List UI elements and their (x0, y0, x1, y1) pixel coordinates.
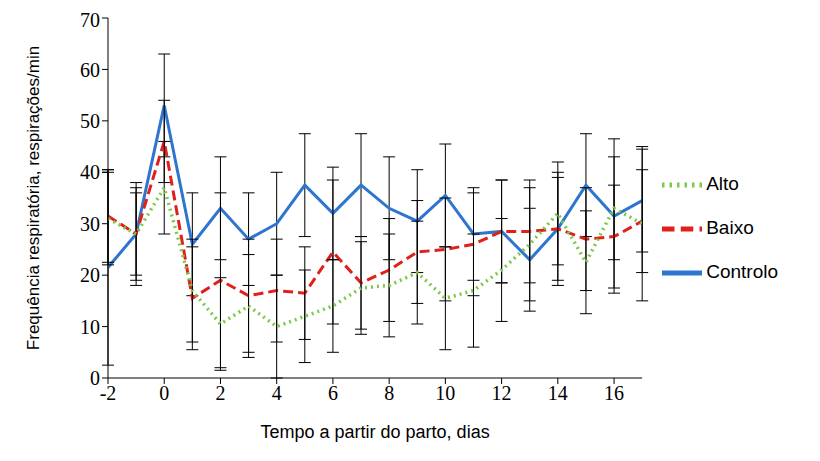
html-text:Controlo: Controlo (706, 261, 778, 282)
svg-text:2: 2 (215, 382, 225, 404)
svg-text:Frequência respiratória, respi: Frequência respiratória, respirações/min (24, 46, 43, 350)
svg-text:6: 6 (328, 382, 338, 404)
svg-text:4: 4 (272, 382, 282, 404)
svg-text:12: 12 (492, 382, 512, 404)
svg-text:16: 16 (604, 382, 624, 404)
svg-text:8: 8 (384, 382, 394, 404)
svg-text:0: 0 (90, 367, 100, 389)
svg-text:14: 14 (548, 382, 568, 404)
svg-text:10: 10 (80, 316, 100, 338)
svg-text:50: 50 (80, 110, 100, 132)
svg-text:30: 30 (80, 213, 100, 235)
html-text:Baixo: Baixo (706, 217, 754, 238)
svg-text:-2: -2 (100, 382, 117, 404)
svg-text:0: 0 (159, 382, 169, 404)
svg-text:60: 60 (80, 59, 100, 81)
svg-text:20: 20 (80, 264, 100, 286)
svg-text:40: 40 (80, 161, 100, 183)
svg-text:10: 10 (435, 382, 455, 404)
html-text:Alto: Alto (706, 173, 739, 194)
svg-text:70: 70 (80, 9, 100, 31)
svg-text:Tempo a partir do parto, dias: Tempo a partir do parto, dias (261, 422, 490, 442)
